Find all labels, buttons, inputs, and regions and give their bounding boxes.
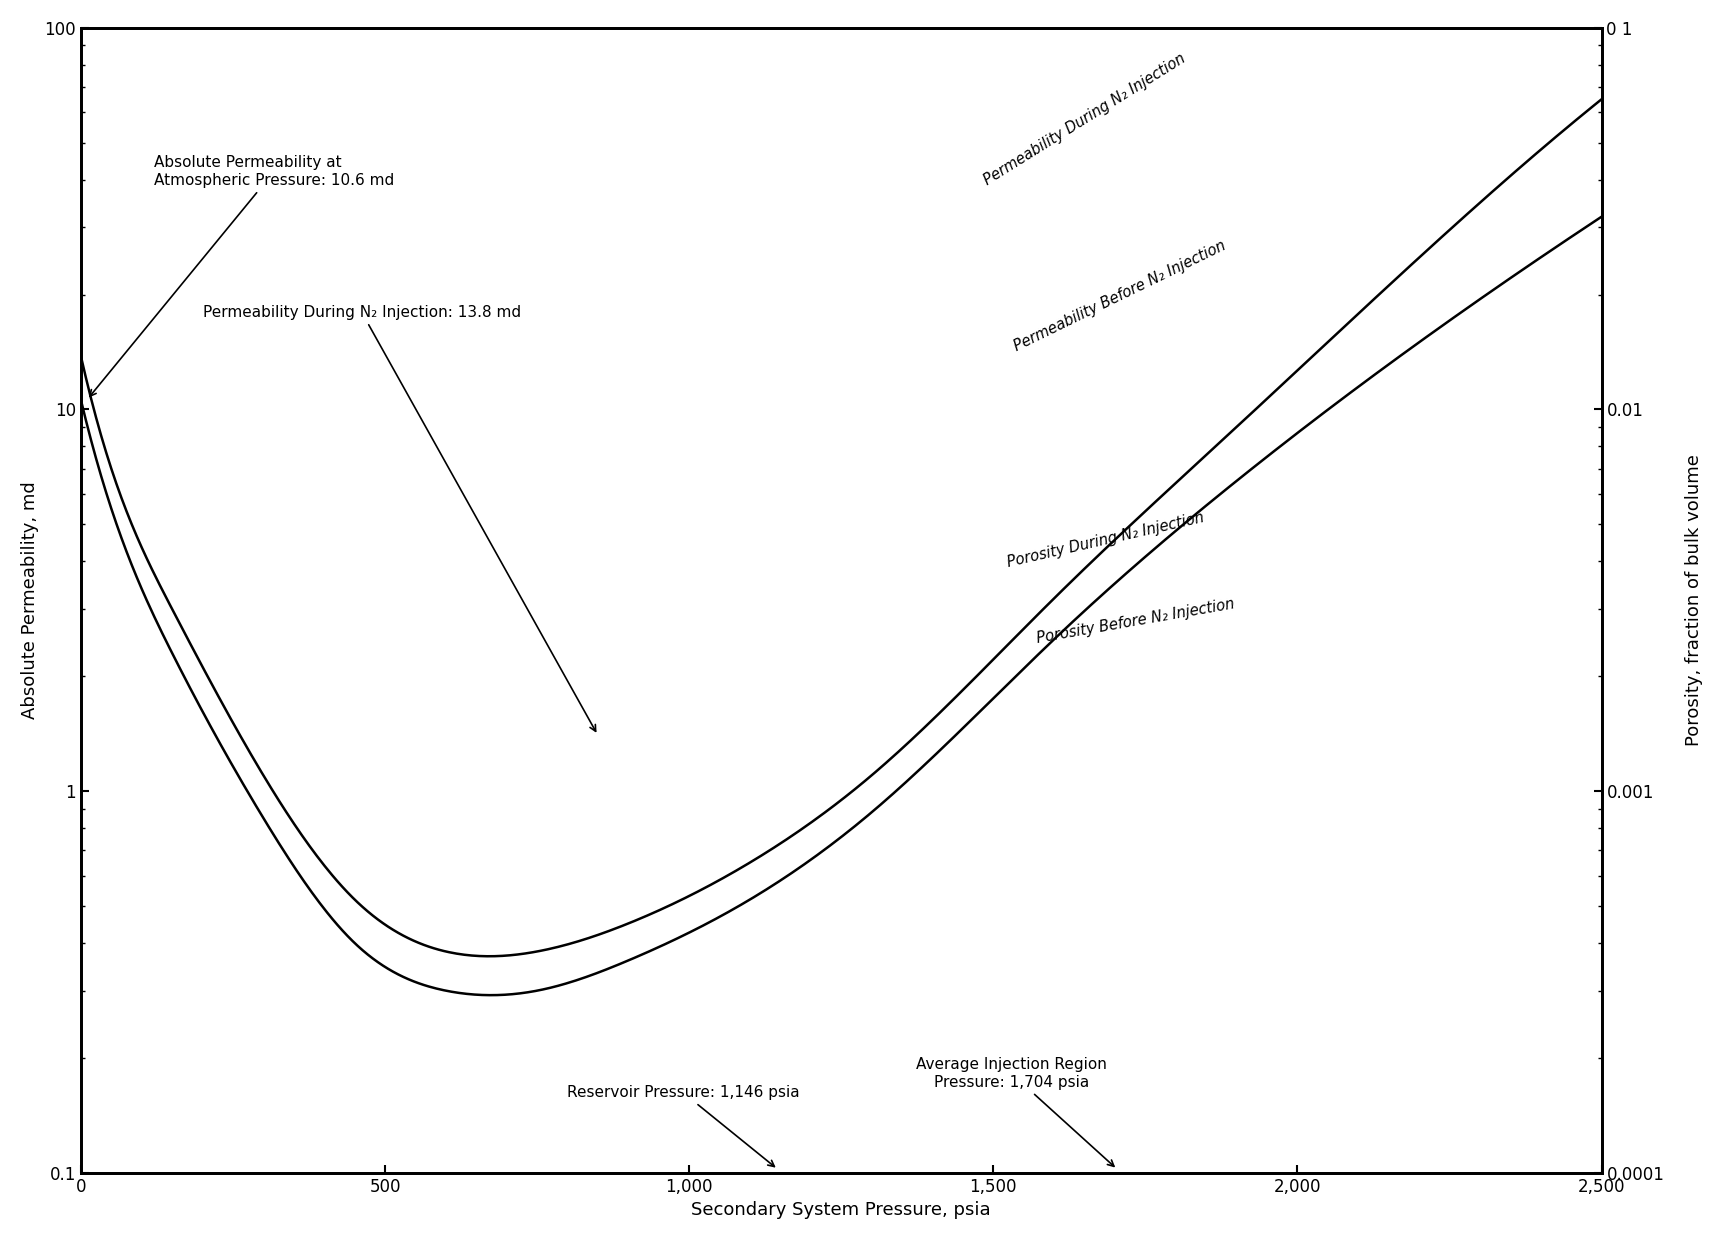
- Y-axis label: Porosity, fraction of bulk volume: Porosity, fraction of bulk volume: [1683, 454, 1702, 746]
- Text: Reservoir Pressure: 1,146 psia: Reservoir Pressure: 1,146 psia: [567, 1085, 799, 1167]
- Y-axis label: Absolute Permeability, md: Absolute Permeability, md: [21, 481, 40, 719]
- Text: Permeability During N₂ Injection: 13.8 md: Permeability During N₂ Injection: 13.8 m…: [202, 305, 596, 732]
- Text: Porosity Before N₂ Injection: Porosity Before N₂ Injection: [1036, 596, 1235, 646]
- Text: Permeability During N₂ Injection: Permeability During N₂ Injection: [980, 51, 1187, 188]
- Text: Permeability Before N₂ Injection: Permeability Before N₂ Injection: [1011, 238, 1227, 353]
- Text: Absolute Permeability at
Atmospheric Pressure: 10.6 md: Absolute Permeability at Atmospheric Pre…: [90, 155, 395, 397]
- X-axis label: Secondary System Pressure, psia: Secondary System Pressure, psia: [691, 1202, 991, 1219]
- Text: Average Injection Region
Pressure: 1,704 psia: Average Injection Region Pressure: 1,704…: [915, 1058, 1113, 1167]
- Text: Porosity During N₂ Injection: Porosity During N₂ Injection: [1005, 510, 1204, 570]
